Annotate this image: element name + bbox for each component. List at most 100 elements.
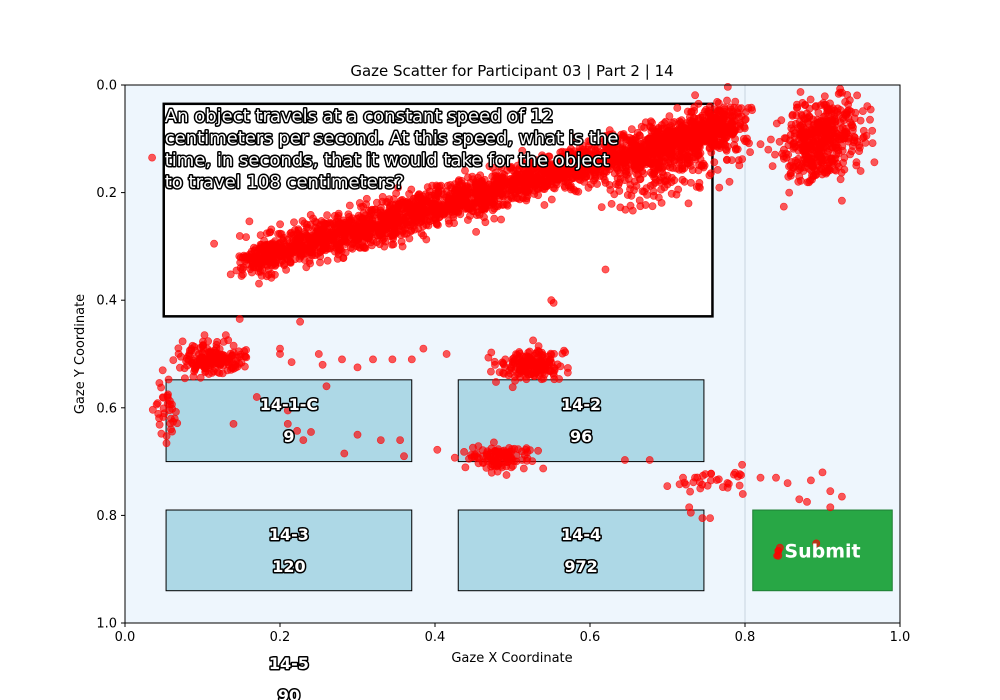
gaze-point xyxy=(723,96,731,105)
gaze-point xyxy=(338,355,346,364)
gaze-point xyxy=(797,163,805,172)
gaze-point xyxy=(540,201,549,209)
gaze-point xyxy=(793,104,801,112)
gaze-point xyxy=(696,122,705,130)
gaze-point xyxy=(509,462,517,470)
gaze-point xyxy=(229,341,238,350)
option-value-label: 120 xyxy=(272,557,305,576)
gaze-point xyxy=(649,191,658,200)
gaze-point xyxy=(787,171,795,180)
question-text-line: time, in seconds, that it would take for… xyxy=(165,150,609,171)
gaze-point xyxy=(738,155,747,163)
gaze-point xyxy=(648,118,656,127)
gaze-point xyxy=(164,375,173,384)
gaze-point xyxy=(738,460,746,469)
gaze-point xyxy=(286,258,295,267)
gaze-point xyxy=(221,331,230,340)
option-id-label: 14-2 xyxy=(561,395,601,414)
gaze-point xyxy=(434,189,443,198)
gaze-point xyxy=(324,244,333,253)
gaze-point xyxy=(694,99,703,108)
gaze-point xyxy=(507,193,515,202)
gaze-point xyxy=(302,220,311,229)
gaze-point xyxy=(563,368,572,377)
gaze-point xyxy=(619,131,628,140)
gaze-point xyxy=(167,425,175,434)
gaze-point xyxy=(442,350,451,358)
gaze-point xyxy=(626,201,635,210)
gaze-point xyxy=(534,446,542,455)
gaze-point xyxy=(672,164,681,173)
gaze-point xyxy=(318,360,327,369)
gaze-point xyxy=(158,366,167,375)
gaze-point xyxy=(208,349,217,357)
gaze-point xyxy=(295,242,304,251)
gaze-point xyxy=(607,199,616,208)
gaze-point xyxy=(307,231,316,240)
gaze-point xyxy=(719,139,728,148)
x-tick-label: 0.2 xyxy=(270,630,291,645)
gaze-point xyxy=(868,139,877,147)
gaze-point xyxy=(333,222,342,231)
gaze-point xyxy=(861,138,870,147)
gaze-point xyxy=(486,449,495,457)
option-box-3 xyxy=(457,509,705,592)
gaze-point xyxy=(293,229,302,238)
gaze-point xyxy=(484,353,493,362)
gaze-point xyxy=(826,503,835,512)
gaze-point xyxy=(816,139,824,148)
gaze-point xyxy=(512,174,521,183)
gaze-point xyxy=(601,265,610,274)
gaze-point xyxy=(555,173,563,182)
gaze-point xyxy=(530,351,539,360)
gaze-point xyxy=(259,254,268,263)
gaze-point xyxy=(174,344,183,353)
gaze-point xyxy=(657,185,665,194)
gaze-point xyxy=(531,169,540,178)
gaze-point xyxy=(199,344,208,353)
gaze-point xyxy=(696,484,705,493)
gaze-point xyxy=(698,514,707,522)
gaze-point xyxy=(686,508,695,517)
gaze-point xyxy=(714,475,723,484)
gaze-point xyxy=(830,165,839,174)
gaze-point xyxy=(388,200,397,209)
gaze-point xyxy=(664,126,673,135)
gaze-point xyxy=(853,91,861,100)
gaze-point xyxy=(166,400,174,409)
gaze-point xyxy=(836,85,844,93)
gaze-point xyxy=(859,107,867,115)
x-tick-label: 0.4 xyxy=(425,630,446,645)
gaze-point xyxy=(845,96,854,105)
gaze-point xyxy=(295,254,304,263)
gaze-point xyxy=(454,177,463,186)
gaze-point xyxy=(490,177,499,186)
gaze-point xyxy=(237,358,246,367)
gaze-point xyxy=(499,200,508,209)
gaze-point xyxy=(499,369,508,378)
y-tick-label: 1.0 xyxy=(96,617,117,632)
gaze-point xyxy=(355,199,364,207)
gaze-point xyxy=(815,157,823,166)
gaze-point xyxy=(490,214,499,223)
gaze-point xyxy=(539,464,548,473)
gaze-point xyxy=(605,130,614,139)
gaze-point xyxy=(229,419,238,428)
gaze-point xyxy=(746,148,754,156)
gaze-point xyxy=(596,172,605,180)
gaze-point xyxy=(627,125,636,134)
gaze-point xyxy=(497,452,506,460)
gaze-point xyxy=(479,452,487,461)
gaze-point xyxy=(715,183,724,192)
gaze-point xyxy=(385,216,394,224)
gaze-point xyxy=(848,142,857,150)
gaze-point xyxy=(807,476,815,485)
gaze-point xyxy=(261,244,270,253)
gaze-point xyxy=(235,315,244,323)
gaze-point xyxy=(738,490,747,498)
gaze-point xyxy=(819,127,827,136)
gaze-point xyxy=(443,181,452,190)
gaze-point xyxy=(725,177,734,186)
gaze-point xyxy=(868,126,877,135)
gaze-point xyxy=(733,108,742,117)
